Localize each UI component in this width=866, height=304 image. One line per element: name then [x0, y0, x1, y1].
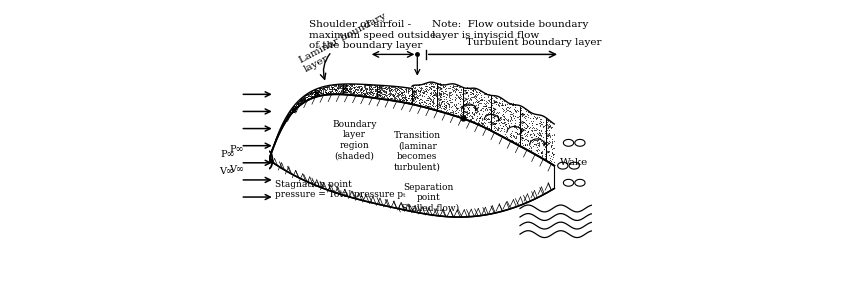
Polygon shape — [269, 94, 554, 217]
Text: Turbulent boundary layer: Turbulent boundary layer — [466, 39, 601, 47]
Text: Stagnation point
pressure = Total pressure pₜ: Stagnation point pressure = Total pressu… — [275, 180, 405, 199]
Text: Transition
(laminar
becomes
turbulent): Transition (laminar becomes turbulent) — [394, 131, 441, 172]
Text: Note:  Flow outside boundary
layer is inviscid flow: Note: Flow outside boundary layer is inv… — [431, 20, 588, 40]
Text: Separation
point
(Stalled flow): Separation point (Stalled flow) — [398, 183, 459, 212]
Text: Wake: Wake — [560, 158, 588, 167]
Text: V∞: V∞ — [229, 165, 244, 174]
Text: P∞: P∞ — [220, 150, 235, 159]
Text: V∞: V∞ — [220, 167, 235, 176]
Text: Laminar boundary
layer: Laminar boundary layer — [298, 12, 392, 74]
Text: P∞: P∞ — [229, 146, 243, 154]
Text: Shoulder of airfoil -
maximum speed outside
of the boundary layer: Shoulder of airfoil - maximum speed outs… — [309, 20, 436, 50]
Text: Boundary
layer
region
(shaded): Boundary layer region (shaded) — [333, 120, 377, 160]
